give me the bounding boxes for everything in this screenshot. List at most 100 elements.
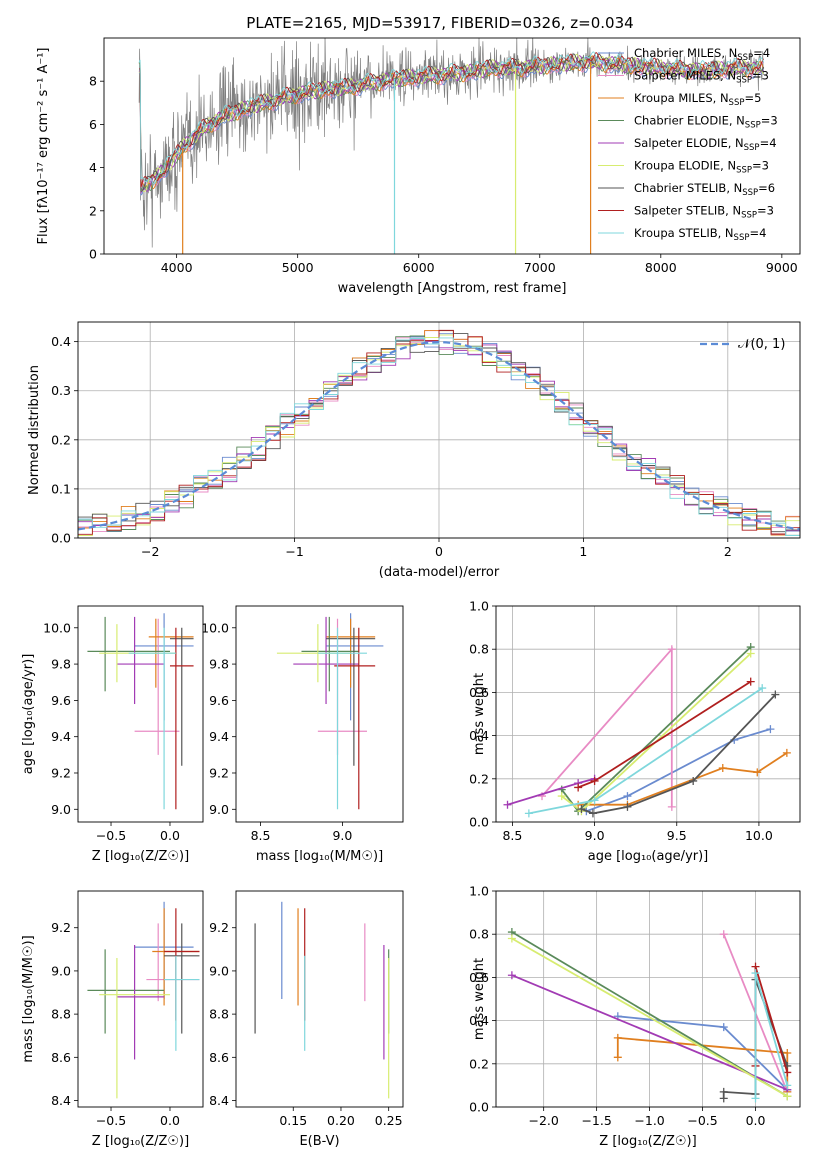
x-tick-label: 10.0 [745,828,773,843]
legend-entry: Salpeter MILES, NSSP=3 [634,69,769,86]
y-tick-label: 0.4 [51,334,71,349]
legend-entry-subscript: SSP [736,76,752,86]
model-spectrum-line [138,55,765,190]
y-tick-label: 0.6 [469,970,489,985]
y-tick-label: 9.2 [209,920,229,935]
legend-entry-subscript: SSP [729,98,745,108]
plot-frame [235,605,404,823]
y-tick-label: 0.3 [51,383,71,398]
legend-entry-name: Kroupa MILES, N [634,91,729,105]
y-tick-label: 2 [89,203,97,218]
x-axis-label: E(B-V) [299,1134,339,1149]
y-tick-label: 9.2 [51,920,71,935]
y-tick-label: 1.0 [469,599,489,614]
y-tick-label: 0.2 [51,432,71,447]
x-tick-label: 0.25 [375,1113,403,1128]
y-tick-label: 9.0 [209,802,229,817]
legend-entry: Chabrier STELIB, NSSP=6 [634,181,775,198]
x-axis-label: Z [log₁₀(Z/Z☉)] [92,1134,189,1149]
y-tick-label: 9.0 [51,802,71,817]
x-tick-label: −0.5 [96,828,126,843]
mass-weight-line [511,931,788,1097]
legend-entry-value: =3 [761,114,778,128]
x-tick-label: 9.0 [585,828,605,843]
mass-weight-line [754,966,789,1073]
y-tick-label: 4 [89,160,97,175]
plot-frame [235,890,404,1108]
plot-frame [77,605,204,823]
y-tick-label: 6 [89,117,97,132]
x-tick-label: −2 [141,544,159,559]
data-point-marker [667,645,676,654]
x-tick-label: 0.0 [746,1113,766,1128]
x-tick-label: −1.5 [581,1113,611,1128]
y-tick-label: 9.6 [51,693,71,708]
y-tick-label: 9.0 [209,963,229,978]
legend-entry: 𝒩(0, 1) [738,337,785,352]
data-point-marker [577,805,586,814]
y-tick-label: 9.0 [51,963,71,978]
legend-entry: Kroupa ELODIE, NSSP=3 [634,159,769,176]
figure-title: PLATE=2165, MJD=53917, FIBERID=0326, z=0… [246,14,633,32]
x-tick-label: −2.0 [528,1113,558,1128]
data-point-marker [623,792,632,801]
x-tick-label: 0.0 [160,1113,180,1128]
y-tick-label: 8.8 [209,1007,229,1022]
y-axis-label: mass weight [472,958,487,1040]
x-tick-label: 9.5 [667,828,687,843]
model-spectrum-line [138,51,765,185]
legend-entry-subscript: SSP [744,143,760,153]
x-tick-label: 0.0 [160,828,180,843]
y-tick-label: 8.4 [209,1093,229,1108]
data-point-marker [613,1053,622,1062]
legend-entry-subscript: SSP [742,188,758,198]
x-tick-label: 9000 [766,260,798,275]
x-axis-label: Z [log₁₀(Z/Z☉)] [599,1134,696,1149]
data-point-marker [783,1092,792,1101]
legend-entry: Chabrier MILES, NSSP=4 [634,46,770,63]
data-point-marker [758,684,767,693]
legend-entry-value: =5 [744,91,761,105]
data-point-marker [524,809,533,818]
plot-frame [77,890,204,1108]
legend-entry-value: =3 [757,204,774,218]
y-tick-label: 0.1 [51,481,71,496]
x-tick-label: 1 [579,544,587,559]
y-tick-label: 0.8 [469,927,489,942]
legend-entry: Salpeter STELIB, NSSP=3 [634,204,774,221]
y-tick-label: 8 [89,74,97,89]
data-point-marker [783,1068,792,1077]
data-point-marker [751,1094,760,1103]
x-tick-label: 7000 [524,260,556,275]
y-tick-label: 8.8 [51,1007,71,1022]
y-tick-label: 0.0 [51,531,71,546]
legend-entry-subscript: SSP [734,233,750,243]
legend-entry-subscript: SSP [737,53,753,63]
legend-entry-subscript: SSP [745,121,761,131]
y-tick-label: 8.6 [209,1050,229,1065]
data-point-marker [503,800,512,809]
x-tick-label: −1 [285,544,303,559]
data-point-marker [557,792,566,801]
mass-weight-line [581,693,777,815]
x-tick-label: 5000 [282,260,314,275]
x-tick-label: 0.15 [279,1113,307,1128]
x-tick-label: 0 [435,544,443,559]
x-tick-label: 8000 [645,260,677,275]
y-tick-label: 9.2 [209,765,229,780]
plot-frame [495,605,801,823]
x-tick-label: −0.5 [96,1113,126,1128]
data-point-marker [689,776,698,785]
legend-entry-name: Salpeter STELIB, N [634,204,741,218]
mass-weight-line [586,728,771,813]
mass-weight-line [561,652,752,813]
x-tick-label: 9.0 [332,828,352,843]
legend-entry-name: Salpeter MILES, N [634,69,736,83]
legend-entry-value: =3 [752,69,769,83]
legend-entry-subscript: SSP [736,166,752,176]
legend-entry-name: Chabrier MILES, N [634,46,737,60]
x-axis-label: wavelength [Angstrom, rest frame] [338,281,567,296]
data-point-marker [588,809,597,818]
normal-curve-line [77,340,801,531]
plot-frame [103,37,801,255]
